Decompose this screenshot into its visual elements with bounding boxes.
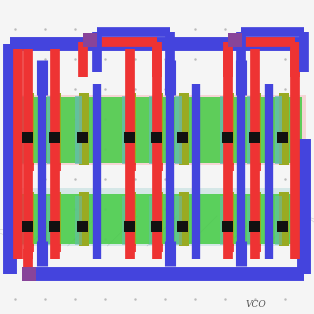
Bar	[8, 188, 306, 246]
Bar	[224, 93, 234, 165]
Bar	[277, 221, 288, 232]
Bar	[122, 96, 129, 164]
Bar	[175, 196, 182, 245]
Bar	[149, 196, 156, 245]
Bar	[249, 221, 260, 232]
Bar	[126, 192, 136, 246]
Bar	[149, 96, 156, 164]
Bar	[12, 97, 302, 163]
Bar	[275, 196, 282, 245]
Bar	[222, 221, 233, 232]
Bar	[22, 132, 33, 143]
Bar	[51, 192, 61, 246]
Bar	[77, 132, 88, 143]
Bar	[83, 33, 97, 47]
Bar	[126, 244, 136, 252]
Bar	[75, 96, 82, 164]
Bar	[251, 192, 261, 246]
Bar	[47, 196, 54, 245]
Bar	[126, 93, 136, 165]
Bar	[177, 221, 188, 232]
Bar	[124, 132, 135, 143]
Bar	[277, 132, 288, 143]
Bar	[224, 244, 234, 252]
Bar	[8, 95, 306, 165]
Bar	[22, 221, 33, 232]
Bar	[51, 163, 61, 171]
Bar	[122, 196, 129, 245]
Bar	[51, 244, 61, 252]
Text: VCO: VCO	[246, 300, 267, 309]
Bar	[51, 93, 61, 165]
Bar	[251, 93, 261, 165]
Bar	[251, 163, 261, 171]
Bar	[12, 194, 302, 244]
Bar	[124, 221, 135, 232]
Bar	[24, 93, 34, 165]
Bar	[153, 244, 163, 252]
Bar	[47, 96, 54, 164]
Bar	[175, 96, 182, 164]
Bar	[153, 163, 163, 171]
Bar	[20, 196, 27, 245]
Bar	[220, 96, 227, 164]
Bar	[247, 196, 254, 245]
Bar	[24, 244, 34, 252]
Bar	[79, 93, 89, 165]
Bar	[177, 132, 188, 143]
Bar	[24, 163, 34, 171]
Bar	[151, 132, 162, 143]
Bar	[153, 93, 163, 165]
Bar	[228, 33, 242, 47]
Bar	[279, 93, 289, 165]
Bar	[179, 192, 189, 246]
Bar	[224, 163, 234, 171]
Bar	[179, 93, 189, 165]
Bar	[249, 132, 260, 143]
Bar	[20, 96, 27, 164]
Bar	[24, 192, 34, 246]
Bar	[153, 192, 163, 246]
Bar	[151, 221, 162, 232]
Bar	[49, 221, 60, 232]
Bar	[224, 192, 234, 246]
Bar	[279, 192, 289, 246]
Bar	[222, 132, 233, 143]
Bar	[251, 244, 261, 252]
Bar	[126, 163, 136, 171]
Bar	[79, 192, 89, 246]
Bar	[75, 196, 82, 245]
Bar	[49, 132, 60, 143]
Bar	[22, 267, 36, 281]
Bar	[247, 96, 254, 164]
Bar	[220, 196, 227, 245]
Bar	[275, 96, 282, 164]
Bar	[77, 221, 88, 232]
